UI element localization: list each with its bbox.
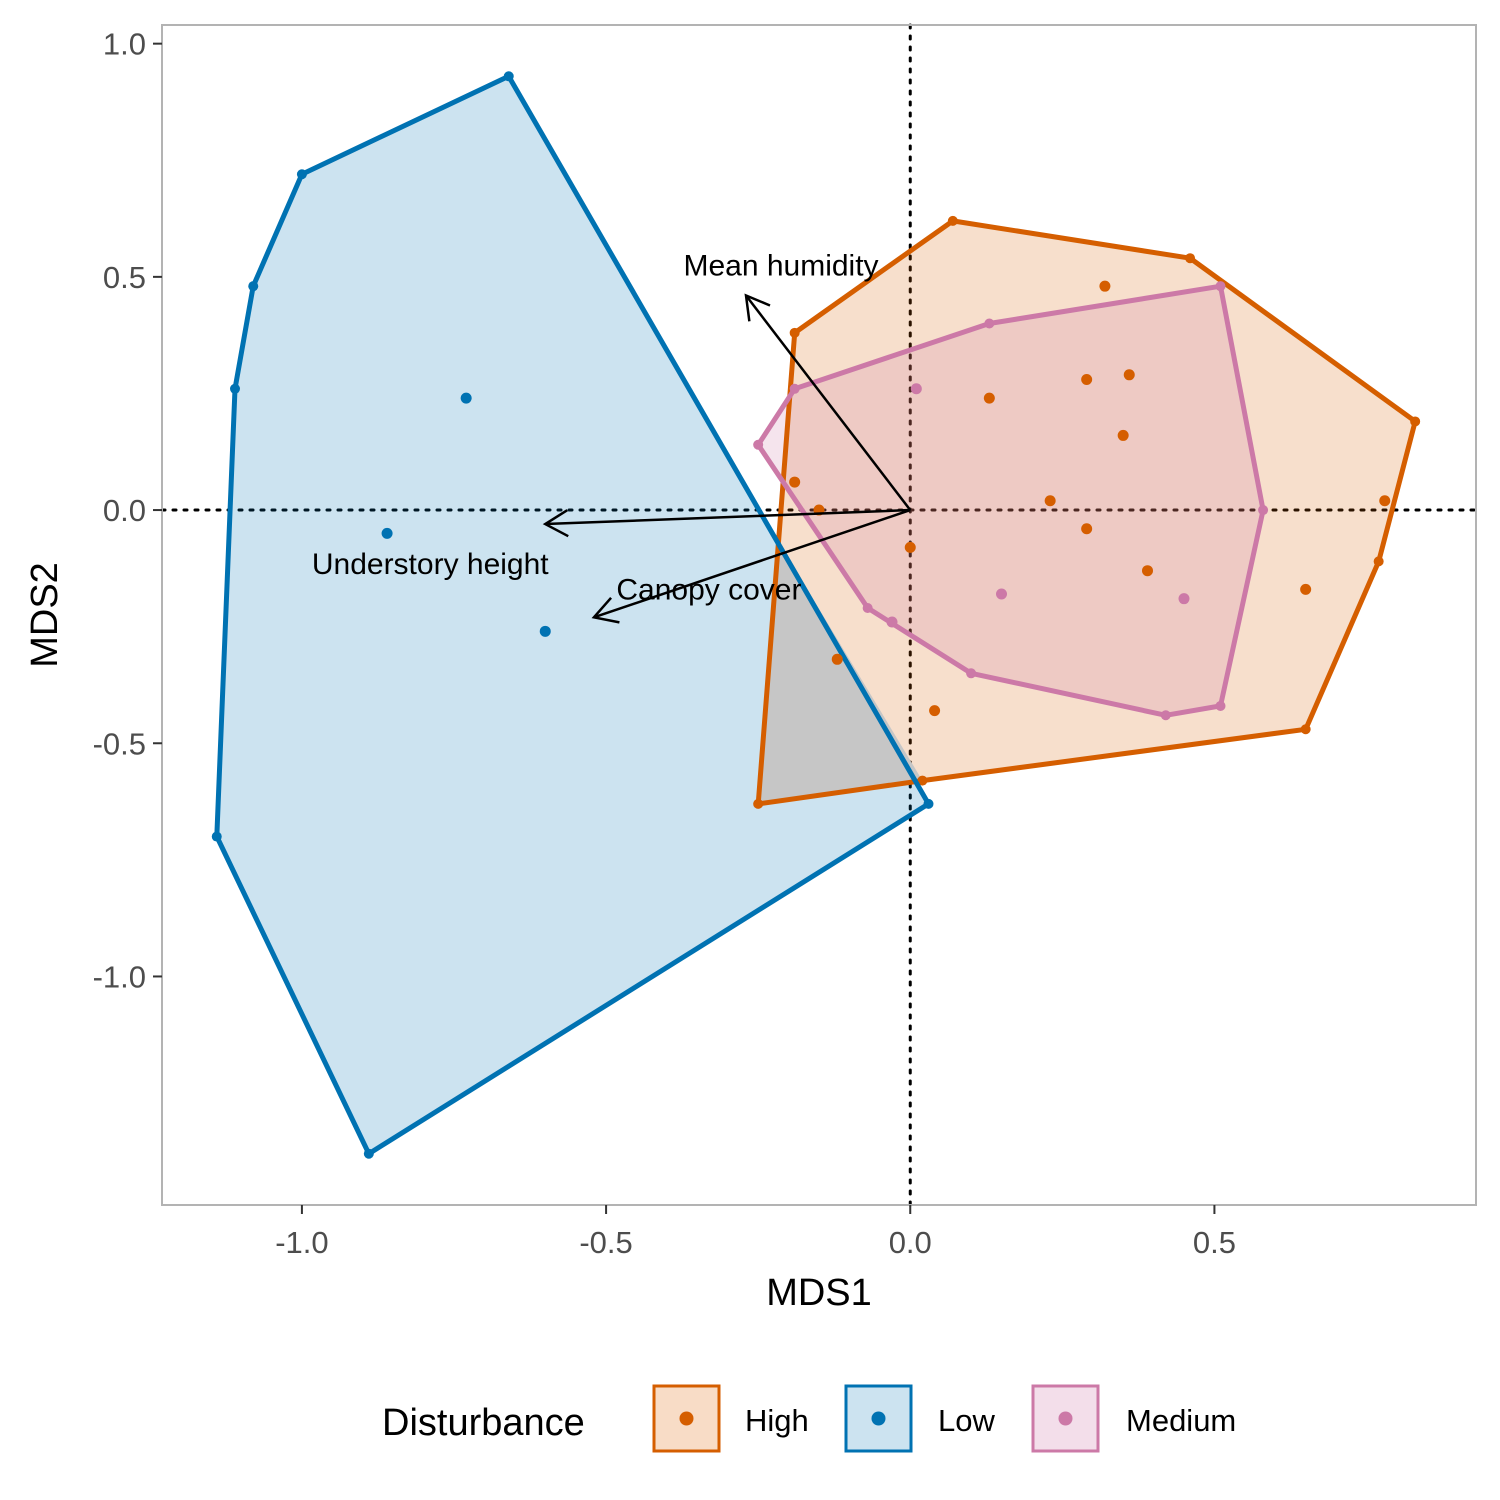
data-point-high-13 [1300,583,1312,595]
x-tick-label-4: 0.5 [1193,1225,1236,1260]
hull-vertex-medium-4 [1215,700,1226,711]
hull-outline-low [214,73,931,1157]
hull-vertex-low-7 [296,169,307,180]
hull-vertex-high-5 [1373,556,1384,567]
vector-label-mean-humidity: Mean humidity [683,250,878,283]
data-point-medium-3 [1178,593,1190,605]
x-axis-title: MDS1 [766,1272,872,1314]
data-point-high-15 [929,705,941,717]
hull-vertex-high-8 [753,798,764,809]
hull-vertex-medium-3 [1258,505,1269,516]
data-point-high-14 [831,653,843,665]
hull-vertex-high-6 [1300,724,1311,735]
legend-label-high: High [745,1403,809,1438]
vector-arrowhead-mean-humidity [744,293,771,322]
data-point-high-5 [1081,373,1093,385]
plot-area: Mean humidity Understory height Canopy cov… [160,23,1478,1207]
data-point-low-1 [460,392,472,404]
legend-key-low [844,1384,913,1453]
x-tick-label-1: -1.0 [275,1225,328,1260]
data-point-high-9 [1081,523,1093,535]
x-axis: -1.0 -0.5 0.0 0.5 [275,1205,1236,1260]
y-tick-label-5: 1.0 [103,27,146,62]
y-axis-title: MDS2 [24,562,66,668]
hull-vertex-low-5 [230,383,240,394]
data-point-high-12 [1142,565,1153,577]
data-point-high-10 [904,541,916,553]
vector-label-canopy-cover: Canopy cover [616,573,801,606]
vector-understory-height [545,508,911,526]
legend: Disturbance High Low Medium [382,1384,1236,1453]
hull-vertex-medium-7 [862,603,873,614]
legend-key-point-low [871,1411,886,1426]
hull-outline-medium [755,283,1266,718]
hull-vertex-high-2 [947,215,958,226]
legend-key-high [652,1384,721,1453]
vector-arrowhead-understory-height [542,509,569,538]
data-point-medium-1 [910,383,922,395]
y-axis: -1.0 -0.5 0.0 0.5 1.0 [93,27,162,994]
data-point-high-1 [1099,280,1111,292]
hull-fill-high [758,220,1416,804]
hull-vertex-low-2 [923,798,934,809]
hull-vertex-medium-9 [789,383,800,394]
data-point-high-11 [1379,495,1391,507]
hull-vertex-high-7 [917,775,928,786]
hull-vertex-medium-5 [1160,710,1171,721]
hull-vertex-low-6 [248,281,259,292]
data-point-high-3 [1123,369,1135,381]
hull-vertex-high-4 [1410,416,1421,427]
data-point-high-4 [1117,429,1129,441]
legend-label-low: Low [938,1403,995,1438]
y-tick-label-3: 0.0 [103,493,146,528]
vector-canopy-cover [593,508,911,619]
hull-vertex-medium-2 [1215,281,1226,292]
legend-key-point-high [679,1411,694,1426]
legend-title: Disturbance [382,1402,585,1444]
hull-vertex-medium-6 [966,668,977,679]
data-point-high-2 [983,392,995,404]
hull-fill-medium [758,286,1264,716]
hull-vertex-low-1 [503,71,514,82]
y-tick-label-4: 0.5 [103,260,146,295]
data-point-low-2 [381,527,393,539]
vector-mean-humidity [745,294,912,511]
hull-overlap-region [758,538,923,804]
data-point-high-6 [789,476,801,488]
hull-fill-low [216,76,929,1154]
data-point-medium-2 [996,588,1007,600]
x-tick-label-3: 0.0 [889,1225,932,1260]
vector-label-understory-height: Understory height [312,548,549,581]
hull-vertex-low-3 [363,1148,374,1159]
data-point-high-8 [1044,495,1056,507]
hull-vertex-medium-1 [984,318,995,329]
legend-key-point-medium [1058,1411,1073,1426]
y-tick-label-2: -0.5 [93,726,146,761]
y-tick-label-1: -1.0 [93,959,146,994]
data-point-medium-4 [886,616,898,628]
panel-border [161,24,1477,1206]
hull-vertex-high-1 [789,327,800,338]
hull-vertex-medium-8 [753,439,764,450]
vector-arrowhead-canopy-cover [591,596,620,624]
legend-label-medium: Medium [1126,1403,1236,1438]
hull-vertex-low-4 [211,831,222,842]
x-tick-label-2: -0.5 [579,1225,632,1260]
hull-vertex-high-3 [1185,253,1196,264]
data-point-low-3 [539,625,551,637]
